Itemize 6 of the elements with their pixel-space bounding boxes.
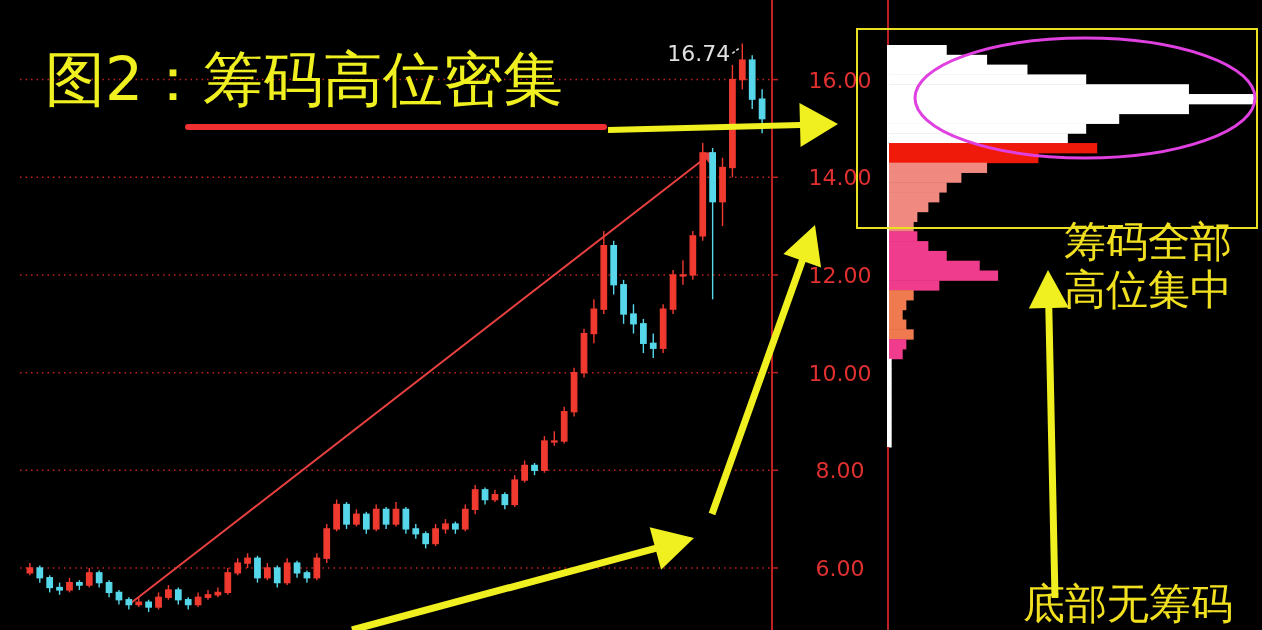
annotation: 16.74 [667, 41, 731, 67]
y-tick-label: 6.00 [815, 555, 865, 581]
y-tick-label: 12.00 [808, 262, 872, 288]
y-tick-label: 10.00 [808, 360, 872, 386]
y-tick-label: 8.00 [815, 458, 865, 484]
text: 图2：筹码高位密集 [45, 44, 564, 114]
